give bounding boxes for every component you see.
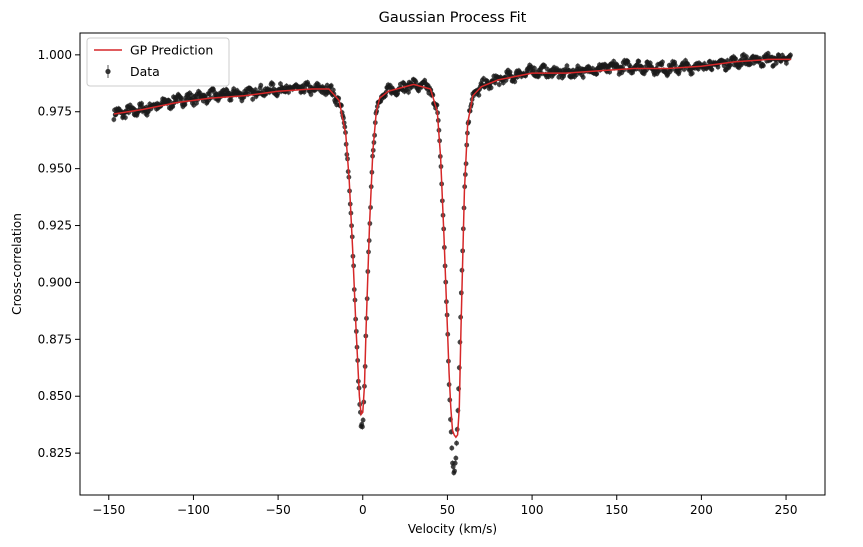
data-point (496, 82, 502, 87)
x-tick-label: 250 (775, 503, 798, 517)
data-point (452, 460, 458, 466)
x-axis: −150 −100 −50 0 50 100 150 200 250 (92, 495, 798, 517)
data-point (476, 92, 482, 98)
data-point (564, 63, 570, 69)
data-point (783, 60, 789, 66)
data-point (715, 64, 721, 70)
data-point (532, 65, 537, 71)
x-tick-label: −50 (265, 503, 290, 517)
data-point (413, 79, 419, 85)
x-tick-label: 0 (359, 503, 367, 517)
data-point (452, 468, 457, 474)
y-axis-label: Cross-correlation (10, 213, 24, 315)
data-point (450, 464, 456, 470)
x-tick-label: −100 (177, 503, 210, 517)
y-tick-label: 0.900 (38, 275, 72, 289)
data-point (709, 67, 715, 73)
data-point (122, 115, 128, 121)
x-tick-label: 50 (440, 503, 455, 517)
legend-box (86, 37, 230, 87)
data-point (733, 56, 738, 62)
y-tick-label: 0.850 (38, 389, 72, 403)
data-point (253, 87, 258, 93)
y-tick-label: 0.950 (38, 162, 72, 176)
data-point (360, 417, 366, 423)
data-point (194, 100, 199, 106)
data-point (308, 92, 314, 97)
y-tick-label: 0.925 (38, 219, 72, 233)
data-point (228, 97, 234, 103)
data-point (328, 83, 334, 89)
data-point (725, 58, 730, 63)
x-tick-label: 150 (605, 503, 628, 517)
data-point (406, 89, 411, 95)
data-point (788, 52, 793, 58)
legend-data-marker (105, 68, 111, 75)
data-point (636, 59, 642, 64)
data-point (453, 455, 459, 461)
data-point (760, 63, 766, 69)
data-point (594, 71, 600, 77)
x-tick-label: 100 (521, 503, 544, 517)
chart-title: Gaussian Process Fit (379, 10, 527, 26)
y-tick-label: 0.825 (38, 446, 72, 460)
legend: GP Prediction Data (86, 37, 230, 87)
data-point (275, 91, 281, 97)
data-point (270, 81, 276, 87)
y-axis: 0.825 0.850 0.875 0.900 0.925 0.950 0.975 1.000 (38, 48, 80, 460)
data-point (542, 63, 548, 69)
y-tick-label: 0.975 (38, 105, 72, 119)
plot-frame (79, 32, 826, 496)
legend-data-label: Data (130, 64, 160, 79)
data-point (258, 82, 264, 88)
data-point (330, 87, 336, 93)
y-tick-label: 1.000 (38, 48, 72, 62)
y-tick-label: 0.875 (38, 332, 72, 346)
data-point (182, 102, 188, 107)
x-tick-label: −150 (92, 503, 125, 517)
data-point (507, 69, 513, 75)
data-point (580, 74, 586, 80)
data-point (773, 60, 779, 66)
data-point (488, 85, 494, 91)
data-point (765, 51, 771, 56)
data-point (672, 62, 678, 68)
data-point (360, 424, 365, 430)
x-tick-label: 200 (690, 503, 713, 517)
legend-gp-label: GP Prediction (130, 43, 213, 58)
data-point (416, 88, 422, 94)
data-point (278, 81, 283, 87)
gp-prediction-line (113, 58, 792, 439)
data-point (250, 96, 256, 102)
data-point (139, 101, 145, 106)
data-point (395, 90, 401, 96)
data-point (660, 59, 665, 65)
data-point (689, 70, 695, 76)
data-point (454, 440, 459, 446)
data-point (179, 97, 184, 103)
data-point (449, 445, 455, 451)
data-point (647, 60, 653, 66)
x-axis-label: Velocity (km/s) (408, 522, 497, 536)
data-point (727, 62, 733, 68)
plot-series (111, 50, 793, 476)
data-point (512, 79, 518, 85)
data-point (111, 117, 117, 122)
data-point (456, 365, 462, 371)
